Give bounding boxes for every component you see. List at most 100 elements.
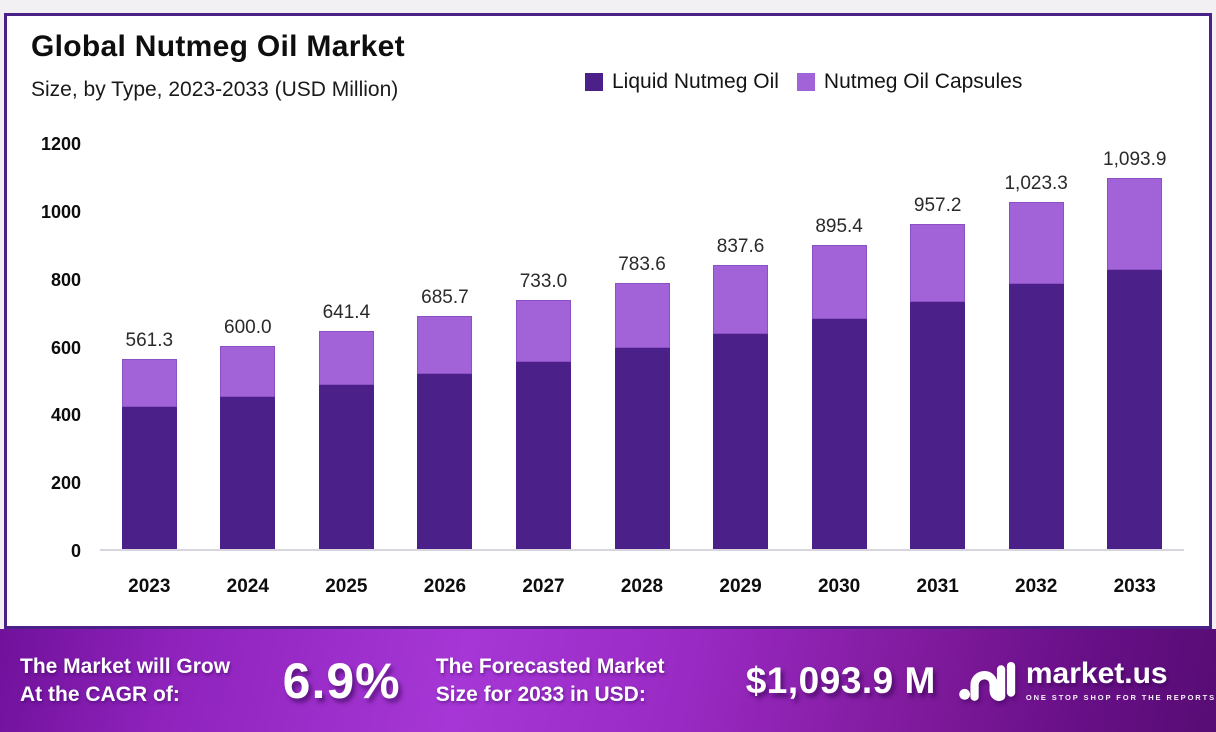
stacked-bar <box>515 300 571 549</box>
stacked-bar <box>1107 178 1163 549</box>
brand-tagline: ONE STOP SHOP FOR THE REPORTS <box>1025 693 1216 702</box>
bar-group: 1,023.3 <box>987 144 1086 549</box>
x-axis-labels: 2023 2024 2025 2026 2027 2028 2029 2030 2031 2032… <box>100 576 1184 598</box>
capsules-segment <box>614 283 670 349</box>
market-us-logo-icon <box>959 661 1016 701</box>
stacked-bar <box>417 316 473 549</box>
bar-value-label: 1,093.9 <box>1103 149 1167 170</box>
bar-value-label: 733.0 <box>519 271 568 293</box>
y-axis-ticks: 1200 1000 800 600 400 200 0 <box>19 134 81 561</box>
y-tick-label: 1000 <box>40 201 81 222</box>
capsules-segment <box>1107 178 1163 270</box>
bar-value-label: 685.7 <box>421 287 469 309</box>
liquid-segment <box>417 374 473 549</box>
stacked-bar <box>910 224 966 549</box>
legend: Liquid Nutmeg Oil Nutmeg Oil Capsules <box>585 70 1022 94</box>
footer-banner: The Market will Grow At the CAGR of: 6.9… <box>0 629 1216 732</box>
x-axis-label: 2032 <box>1015 576 1058 597</box>
stacked-bar <box>811 245 867 549</box>
x-axis-label: 2023 <box>128 576 171 597</box>
bar-value-label: 895.4 <box>815 216 863 238</box>
bar-group: 957.2 <box>888 144 987 549</box>
bar-value-label: 561.3 <box>125 329 174 351</box>
liquid-segment <box>811 318 867 549</box>
stacked-bar <box>121 358 177 549</box>
bar-group: 561.3 <box>100 144 199 549</box>
bar-value-label: 837.6 <box>716 235 765 257</box>
y-tick-label: 600 <box>50 337 81 358</box>
liquid-segment <box>220 397 276 549</box>
x-axis-label: 2030 <box>817 576 861 597</box>
bar-group: 641.4 <box>297 144 396 549</box>
stacked-bar <box>318 331 374 549</box>
brand-name: market.us <box>1025 657 1168 690</box>
capsules-segment <box>318 331 374 386</box>
bar-group: 600.0 <box>199 144 298 549</box>
x-axis-label: 2033 <box>1113 576 1156 597</box>
liquid-segment <box>121 406 177 549</box>
cagr-caption: The Market will Grow At the CAGR of: <box>20 653 277 708</box>
forecast-caption: The Forecasted Market Size for 2033 in U… <box>436 653 726 708</box>
capsules-segment <box>1008 201 1064 285</box>
capsules-segment <box>121 358 177 407</box>
legend-swatch-capsules-icon <box>796 73 815 91</box>
y-tick-label: 400 <box>50 405 81 426</box>
y-tick-label: 1200 <box>40 134 81 154</box>
x-axis-label: 2025 <box>325 576 368 597</box>
x-axis-label: 2031 <box>916 576 959 597</box>
bar-value-label: 641.4 <box>322 302 371 324</box>
bar-group: 783.6 <box>593 144 692 549</box>
plot-area: 561.3 600.0 641.4 685.7 733.0 783.6 837.6 895.4… <box>100 144 1184 551</box>
y-tick-label: 200 <box>50 473 81 494</box>
legend-item-liquid: Liquid Nutmeg Oil <box>585 70 779 94</box>
bar-value-label: 957.2 <box>913 195 962 217</box>
bar-group: 685.7 <box>396 144 495 549</box>
bar-group: 837.6 <box>691 144 790 549</box>
capsules-segment <box>417 316 473 374</box>
stacked-bar <box>220 345 276 549</box>
x-axis-label: 2028 <box>620 576 664 597</box>
x-axis-label: 2024 <box>226 576 269 597</box>
forecast-value: $1,093.9 M <box>745 659 936 701</box>
capsules-segment <box>713 264 769 334</box>
liquid-segment <box>910 302 966 549</box>
brand-text-block: market.us ONE STOP SHOP FOR THE REPORTS <box>1025 657 1216 703</box>
bar-value-label: 783.6 <box>618 254 666 276</box>
bar-value-label: 1,023.3 <box>1004 172 1068 194</box>
bar-value-label: 600.0 <box>224 316 272 338</box>
market-us-logo: market.us ONE STOP SHOP FOR THE REPORTS <box>958 656 1216 706</box>
capsules-segment <box>811 245 867 319</box>
cagr-value: 6.9% <box>282 652 401 709</box>
legend-swatch-liquid-icon <box>585 73 603 91</box>
bar-group: 1,093.9 <box>1085 144 1184 549</box>
cagr-caption-line1: The Market will Grow <box>20 654 231 678</box>
liquid-segment <box>614 348 670 549</box>
legend-label-liquid: Liquid Nutmeg Oil <box>612 70 779 93</box>
cagr-caption-line2: At the CAGR of: <box>20 682 180 706</box>
bar-group: 895.4 <box>790 144 889 549</box>
forecast-caption-line2: Size for 2033 in USD: <box>435 682 646 706</box>
y-tick-label: 0 <box>70 541 81 561</box>
liquid-segment <box>515 361 571 549</box>
chart-subtitle: Size, by Type, 2023-2033 (USD Million) <box>31 78 399 101</box>
liquid-segment <box>1107 269 1163 549</box>
liquid-segment <box>713 333 769 549</box>
stacked-bar <box>1008 201 1064 549</box>
x-axis-label: 2029 <box>719 576 762 597</box>
stacked-bar <box>713 264 769 549</box>
chart-title: Global Nutmeg Oil Market <box>31 30 405 63</box>
chart-card: Global Nutmeg Oil Market Size, by Type, … <box>4 13 1212 629</box>
x-axis-label: 2027 <box>522 576 565 597</box>
capsules-segment <box>220 345 276 398</box>
y-tick-label: 800 <box>50 269 81 290</box>
legend-label-capsules: Nutmeg Oil Capsules <box>823 70 1023 93</box>
capsules-segment <box>910 224 966 303</box>
legend-item-capsules: Nutmeg Oil Capsules <box>796 70 1023 94</box>
x-axis-label: 2026 <box>423 576 467 597</box>
stacked-bar <box>614 283 670 549</box>
bar-group: 733.0 <box>494 144 593 549</box>
liquid-segment <box>1008 284 1064 549</box>
forecast-caption-line1: The Forecasted Market <box>435 654 665 678</box>
capsules-segment <box>515 300 571 362</box>
liquid-segment <box>318 385 374 549</box>
